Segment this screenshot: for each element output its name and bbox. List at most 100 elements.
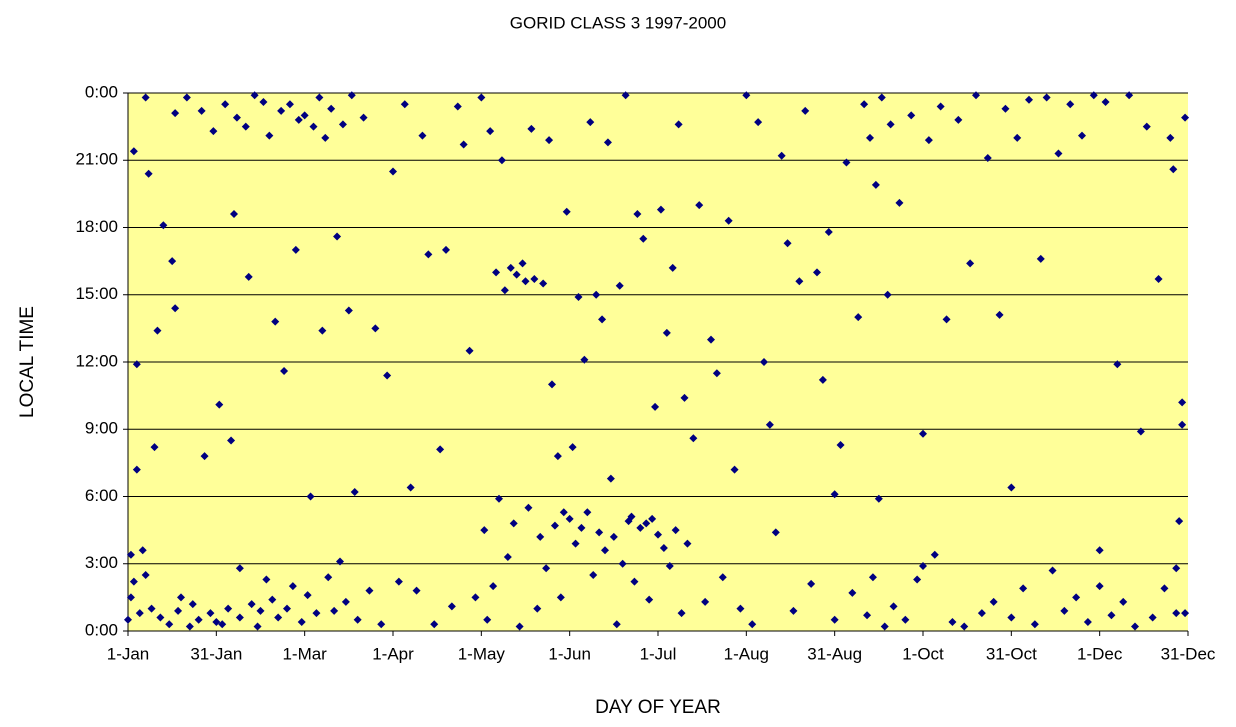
point [574, 292, 583, 301]
point [1101, 97, 1110, 106]
y-tick-label: 0:00 [85, 82, 118, 101]
point [209, 127, 218, 136]
point [612, 620, 621, 629]
point [924, 136, 933, 145]
point [182, 93, 191, 102]
y-tick-label: 3:00 [85, 553, 118, 572]
y-axis-title: LOCAL TIME [17, 306, 38, 418]
point [147, 604, 156, 613]
point [868, 573, 877, 582]
point [129, 147, 138, 156]
y-tick-label: 6:00 [85, 486, 118, 505]
point [224, 604, 233, 613]
point [153, 326, 162, 335]
point [283, 604, 291, 613]
x-tick-label: 1-Apr [372, 644, 414, 663]
point [277, 106, 286, 115]
point [919, 561, 927, 570]
point [230, 210, 238, 219]
point [503, 553, 512, 562]
point [300, 111, 309, 120]
point [306, 492, 315, 501]
point [1107, 611, 1116, 620]
point [1007, 483, 1016, 492]
point [807, 579, 816, 588]
point [571, 539, 580, 548]
point [765, 420, 774, 429]
x-tick-label: 31-Oct [986, 644, 1037, 663]
point [1148, 613, 1157, 622]
point [930, 550, 939, 559]
point [291, 245, 300, 254]
point [583, 508, 592, 517]
point [483, 615, 492, 624]
point [656, 205, 665, 214]
point [627, 512, 636, 521]
point [836, 440, 845, 449]
point [400, 100, 409, 109]
point [771, 528, 780, 537]
point [754, 118, 763, 127]
point [642, 519, 651, 528]
point [748, 620, 757, 629]
point [565, 514, 574, 523]
point [268, 595, 277, 604]
point [954, 115, 963, 124]
point [592, 290, 601, 299]
point [412, 586, 421, 595]
point [883, 290, 892, 299]
point [1175, 517, 1184, 526]
point [948, 618, 957, 627]
point [353, 615, 362, 624]
point [500, 286, 509, 295]
point [595, 528, 604, 537]
point [303, 591, 312, 600]
point [527, 124, 536, 133]
point [1095, 582, 1104, 591]
point [315, 93, 324, 102]
point [1007, 613, 1016, 622]
point [159, 221, 168, 230]
point [324, 573, 333, 582]
point [1095, 546, 1104, 555]
point [359, 113, 368, 122]
point [1181, 113, 1190, 122]
point [524, 503, 533, 512]
point [1142, 122, 1151, 131]
point [1089, 91, 1098, 100]
point [530, 275, 539, 284]
point [1113, 360, 1122, 369]
point [197, 106, 206, 115]
point [259, 97, 268, 106]
point [477, 93, 486, 102]
point [262, 575, 271, 584]
point [586, 118, 595, 127]
point [606, 474, 615, 483]
point [1178, 420, 1187, 429]
point [177, 593, 185, 602]
point [1013, 133, 1022, 142]
point [621, 91, 630, 100]
point [389, 167, 397, 176]
point [813, 268, 821, 277]
point [265, 131, 274, 140]
point [695, 201, 704, 210]
point [165, 620, 174, 629]
point [235, 613, 244, 622]
point [712, 369, 721, 378]
point [1181, 609, 1190, 618]
point [689, 434, 698, 443]
point [436, 445, 445, 454]
points [124, 91, 1190, 631]
point [459, 140, 468, 149]
point [553, 452, 562, 461]
point [274, 613, 283, 622]
point [371, 324, 380, 333]
point [1019, 584, 1028, 593]
point [156, 613, 165, 622]
point [580, 355, 589, 364]
point [294, 115, 303, 124]
point [447, 602, 456, 611]
point [171, 304, 180, 313]
